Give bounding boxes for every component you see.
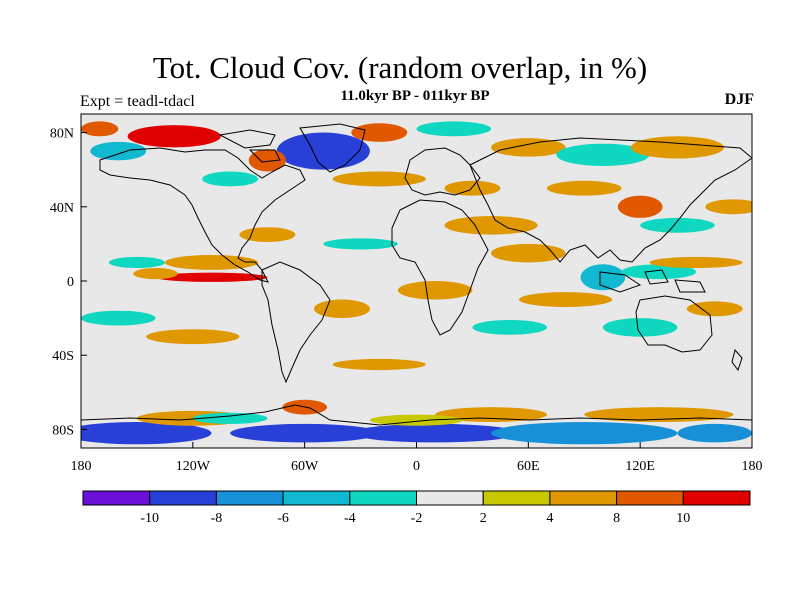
- anomaly-patch: [705, 199, 752, 215]
- colorbar-swatch: [282, 490, 351, 506]
- anomaly-patch: [155, 272, 268, 282]
- anomaly-patch: [164, 255, 259, 270]
- colorbar-swatch: [682, 490, 751, 506]
- anomaly-patch: [640, 217, 715, 233]
- x-tick-label: 180: [742, 459, 763, 474]
- anomaly-patch: [580, 264, 626, 291]
- colorbar-swatch: [82, 490, 151, 506]
- anomaly-patch: [649, 256, 743, 269]
- colorbar-swatch: [349, 490, 417, 506]
- colorbar-swatch: [215, 490, 284, 506]
- y-tick-label: 0: [67, 275, 74, 290]
- colorbar: -10 -8 -6 -4 -2 2 4 8 10: [82, 490, 751, 526]
- x-tick-label: 120E: [625, 459, 655, 474]
- y-tick-label: 80N: [50, 127, 74, 142]
- anomaly-patch: [133, 268, 178, 280]
- colorbar-label: -2: [411, 511, 423, 526]
- x-tick-label: 60E: [517, 459, 540, 474]
- anomaly-patch: [686, 301, 743, 317]
- anomaly-patch: [81, 121, 119, 137]
- anomaly-patch: [351, 123, 408, 142]
- anomaly-patch: [617, 195, 663, 218]
- anomaly-patch: [630, 136, 725, 159]
- anomaly-patch: [519, 292, 613, 307]
- coastline-indonesia: [599, 269, 706, 293]
- coastline-north-america: [99, 147, 306, 283]
- anomaly-patch: [397, 281, 473, 300]
- coastline-south-america: [261, 261, 331, 384]
- anomaly-patch: [276, 132, 370, 170]
- colorbar-label: 4: [546, 511, 553, 526]
- anomaly-patch: [332, 358, 426, 371]
- anomaly-patch: [491, 138, 566, 157]
- anomaly-patch: [127, 125, 221, 148]
- y-tick-label: 40S: [52, 349, 74, 364]
- anomaly-patch: [146, 329, 240, 345]
- experiment-label: Expt = teadl-tdacl: [80, 93, 195, 110]
- anomaly-patch: [81, 310, 156, 326]
- colorbar-label: -6: [277, 511, 289, 526]
- season-label: DJF: [724, 91, 754, 108]
- x-tick-label: 0: [413, 459, 420, 474]
- coastline-australia: [635, 295, 713, 353]
- anomaly-patch: [491, 243, 566, 263]
- anomaly-patch: [90, 141, 147, 161]
- anomaly-patch: [677, 423, 752, 443]
- coastline-europe: [404, 147, 481, 196]
- x-tick-label: 180: [71, 459, 92, 474]
- anomaly-patch: [602, 318, 678, 337]
- coastline-africa: [391, 199, 489, 336]
- anomaly-patch: [323, 238, 398, 250]
- anomaly-patch: [108, 256, 165, 269]
- coastline-antarctica: [81, 404, 752, 426]
- y-tick-label: 80S: [52, 423, 74, 438]
- colorbar-swatch: [416, 490, 484, 506]
- colorbar-swatch: [149, 490, 217, 506]
- anomaly-patch: [546, 180, 622, 196]
- coastline-new-zealand: [731, 348, 743, 372]
- anomaly-patch: [369, 414, 464, 426]
- colorbar-label: -10: [140, 511, 159, 526]
- anomaly-patch: [491, 422, 678, 445]
- coastline-asia: [469, 137, 752, 263]
- colorbar-label: 8: [613, 511, 620, 526]
- colorbar-swatch: [482, 490, 551, 506]
- anomaly-patch: [248, 149, 287, 172]
- coastline-greenland: [299, 123, 366, 173]
- anomaly-patch: [472, 319, 547, 335]
- colorbar-swatch: [549, 490, 618, 506]
- colorbar-label: 2: [480, 511, 487, 526]
- anomaly-patch: [192, 412, 268, 424]
- anomaly-patch: [332, 171, 426, 187]
- colorbar-label: -4: [344, 511, 356, 526]
- map-subtitle: 11.0kyr BP - 011kyr BP: [340, 88, 490, 104]
- x-tick-label: 120W: [176, 459, 211, 474]
- anomaly-patch: [621, 264, 697, 280]
- axis-ticks: 180 120W 60W 0 60E 120E 180 80N 40N 0 40S 80S: [50, 127, 763, 474]
- anomaly-patch: [230, 423, 380, 443]
- colorbar-label: -8: [211, 511, 223, 526]
- anomaly-field: [81, 121, 752, 445]
- y-tick-label: 40N: [50, 201, 74, 216]
- anomaly-patch: [351, 423, 520, 443]
- x-tick-label: 60W: [291, 459, 319, 474]
- colorbar-swatch: [616, 490, 684, 506]
- anomaly-patch: [444, 180, 501, 196]
- anomaly-patch: [202, 171, 259, 187]
- coastlines: [81, 123, 752, 426]
- anomaly-patch: [556, 143, 650, 166]
- anomaly-patch: [416, 121, 492, 137]
- colorbar-label: 10: [676, 511, 690, 526]
- anomaly-patch: [239, 227, 296, 243]
- anomaly-patch: [81, 422, 212, 445]
- map-title: Tot. Cloud Cov. (random overlap, in %): [152, 50, 648, 85]
- coastline-arctic-islands: [218, 129, 281, 163]
- anomaly-patch: [313, 299, 370, 319]
